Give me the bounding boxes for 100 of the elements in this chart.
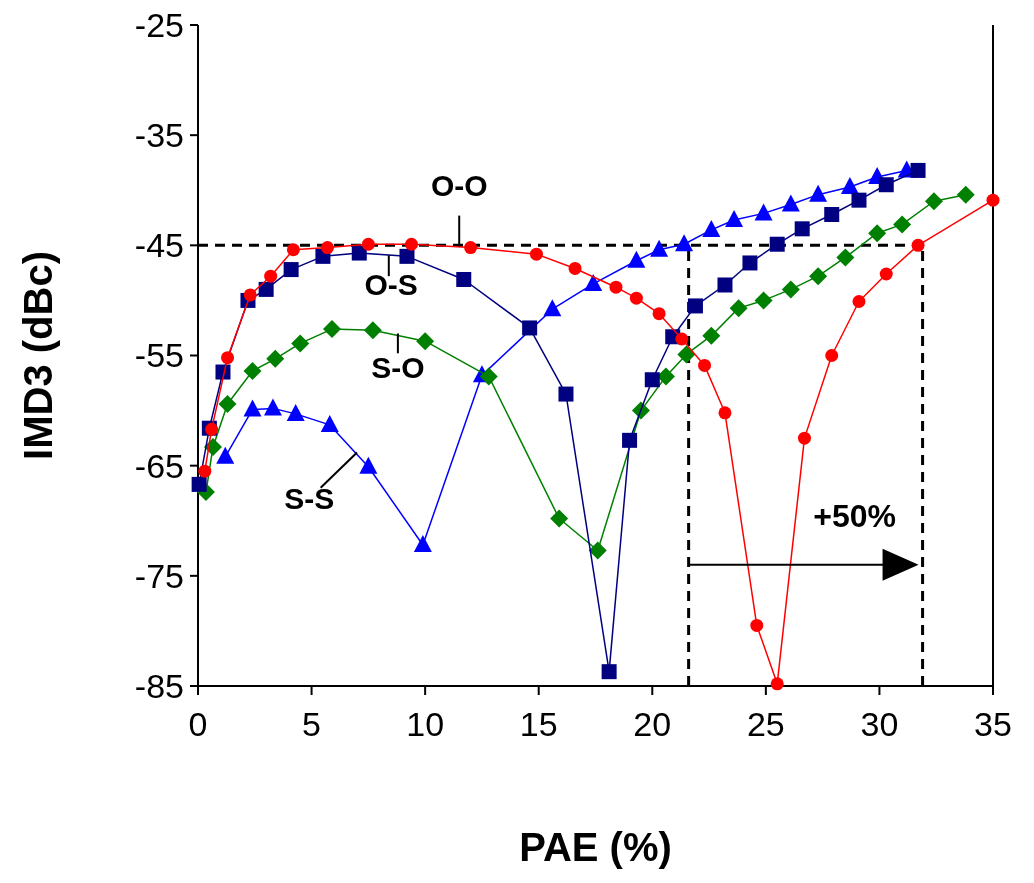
point bbox=[717, 277, 733, 293]
point bbox=[840, 176, 859, 194]
point bbox=[718, 406, 732, 420]
point bbox=[702, 326, 721, 345]
point bbox=[221, 351, 235, 365]
point bbox=[781, 194, 800, 212]
y-axis-title: IMD3 (dBc) bbox=[16, 251, 60, 460]
point bbox=[794, 221, 810, 237]
y-tick-label: -55 bbox=[134, 336, 184, 375]
y-tick-label: -35 bbox=[134, 116, 184, 155]
point bbox=[911, 238, 925, 252]
point bbox=[413, 534, 432, 552]
y-tick-label: -85 bbox=[134, 666, 184, 705]
y-tick-label: -75 bbox=[134, 556, 184, 595]
point bbox=[809, 267, 828, 286]
point bbox=[742, 255, 758, 271]
point bbox=[266, 349, 285, 368]
point bbox=[543, 299, 562, 317]
point bbox=[584, 273, 603, 291]
point bbox=[218, 394, 237, 413]
point bbox=[264, 269, 278, 283]
point bbox=[750, 618, 764, 632]
point bbox=[879, 267, 893, 281]
point bbox=[650, 239, 669, 257]
point bbox=[263, 398, 282, 416]
point bbox=[729, 299, 748, 318]
point bbox=[754, 203, 773, 221]
point bbox=[550, 509, 569, 528]
point bbox=[243, 288, 257, 302]
point bbox=[601, 664, 617, 680]
point bbox=[627, 250, 646, 268]
point bbox=[622, 432, 638, 448]
point bbox=[198, 464, 212, 478]
point bbox=[675, 234, 694, 252]
x-tick-label: 25 bbox=[746, 705, 785, 743]
point bbox=[878, 177, 894, 193]
x-tick-label: 5 bbox=[302, 705, 322, 743]
point bbox=[258, 281, 274, 297]
point bbox=[283, 262, 299, 278]
point bbox=[351, 245, 367, 261]
point bbox=[243, 361, 262, 380]
point bbox=[286, 403, 305, 421]
point bbox=[609, 280, 623, 294]
point bbox=[416, 332, 435, 351]
x-tick-label: 30 bbox=[860, 705, 899, 743]
point bbox=[359, 456, 378, 474]
point bbox=[852, 295, 866, 309]
y-tick-label: -25 bbox=[134, 5, 184, 44]
point bbox=[797, 431, 811, 445]
point bbox=[836, 248, 855, 267]
point bbox=[809, 184, 828, 202]
point bbox=[191, 476, 207, 492]
y-tick-label: -45 bbox=[134, 226, 184, 265]
series-label: O-O bbox=[430, 168, 488, 202]
point bbox=[675, 332, 689, 346]
point bbox=[644, 372, 660, 388]
point bbox=[522, 320, 538, 336]
series-label: S-O bbox=[371, 350, 425, 384]
point bbox=[320, 414, 339, 432]
point bbox=[629, 291, 643, 305]
point bbox=[588, 541, 607, 560]
point bbox=[568, 261, 582, 275]
point bbox=[781, 280, 800, 299]
point bbox=[893, 215, 912, 234]
point bbox=[868, 224, 887, 243]
point bbox=[698, 358, 712, 372]
point bbox=[725, 210, 744, 227]
annotation: +50% bbox=[813, 497, 896, 534]
point bbox=[464, 241, 478, 255]
x-axis-title: PAE (%) bbox=[519, 825, 672, 869]
x-tick-label: 15 bbox=[519, 705, 558, 743]
point bbox=[558, 386, 574, 402]
point bbox=[687, 298, 703, 314]
point bbox=[243, 399, 262, 417]
point bbox=[825, 349, 839, 362]
point bbox=[956, 185, 975, 204]
point bbox=[216, 446, 235, 464]
x-tick-label: 10 bbox=[406, 705, 445, 743]
point bbox=[456, 271, 472, 287]
y-tick-label: -65 bbox=[134, 446, 184, 485]
x-tick-label: 20 bbox=[633, 705, 672, 743]
point bbox=[986, 193, 1000, 207]
series-label: S-S bbox=[284, 481, 335, 515]
point bbox=[286, 243, 300, 257]
point bbox=[824, 206, 840, 222]
point bbox=[754, 291, 773, 310]
point bbox=[529, 247, 543, 261]
point bbox=[361, 237, 375, 251]
point bbox=[399, 248, 415, 264]
point bbox=[205, 422, 219, 436]
x-tick-label: 0 bbox=[188, 705, 208, 743]
point bbox=[924, 192, 943, 211]
point bbox=[702, 219, 721, 237]
point bbox=[363, 321, 382, 340]
point bbox=[769, 236, 785, 252]
point bbox=[652, 307, 666, 321]
point bbox=[320, 241, 334, 255]
point bbox=[291, 334, 310, 353]
point bbox=[479, 367, 498, 386]
point bbox=[770, 677, 784, 691]
